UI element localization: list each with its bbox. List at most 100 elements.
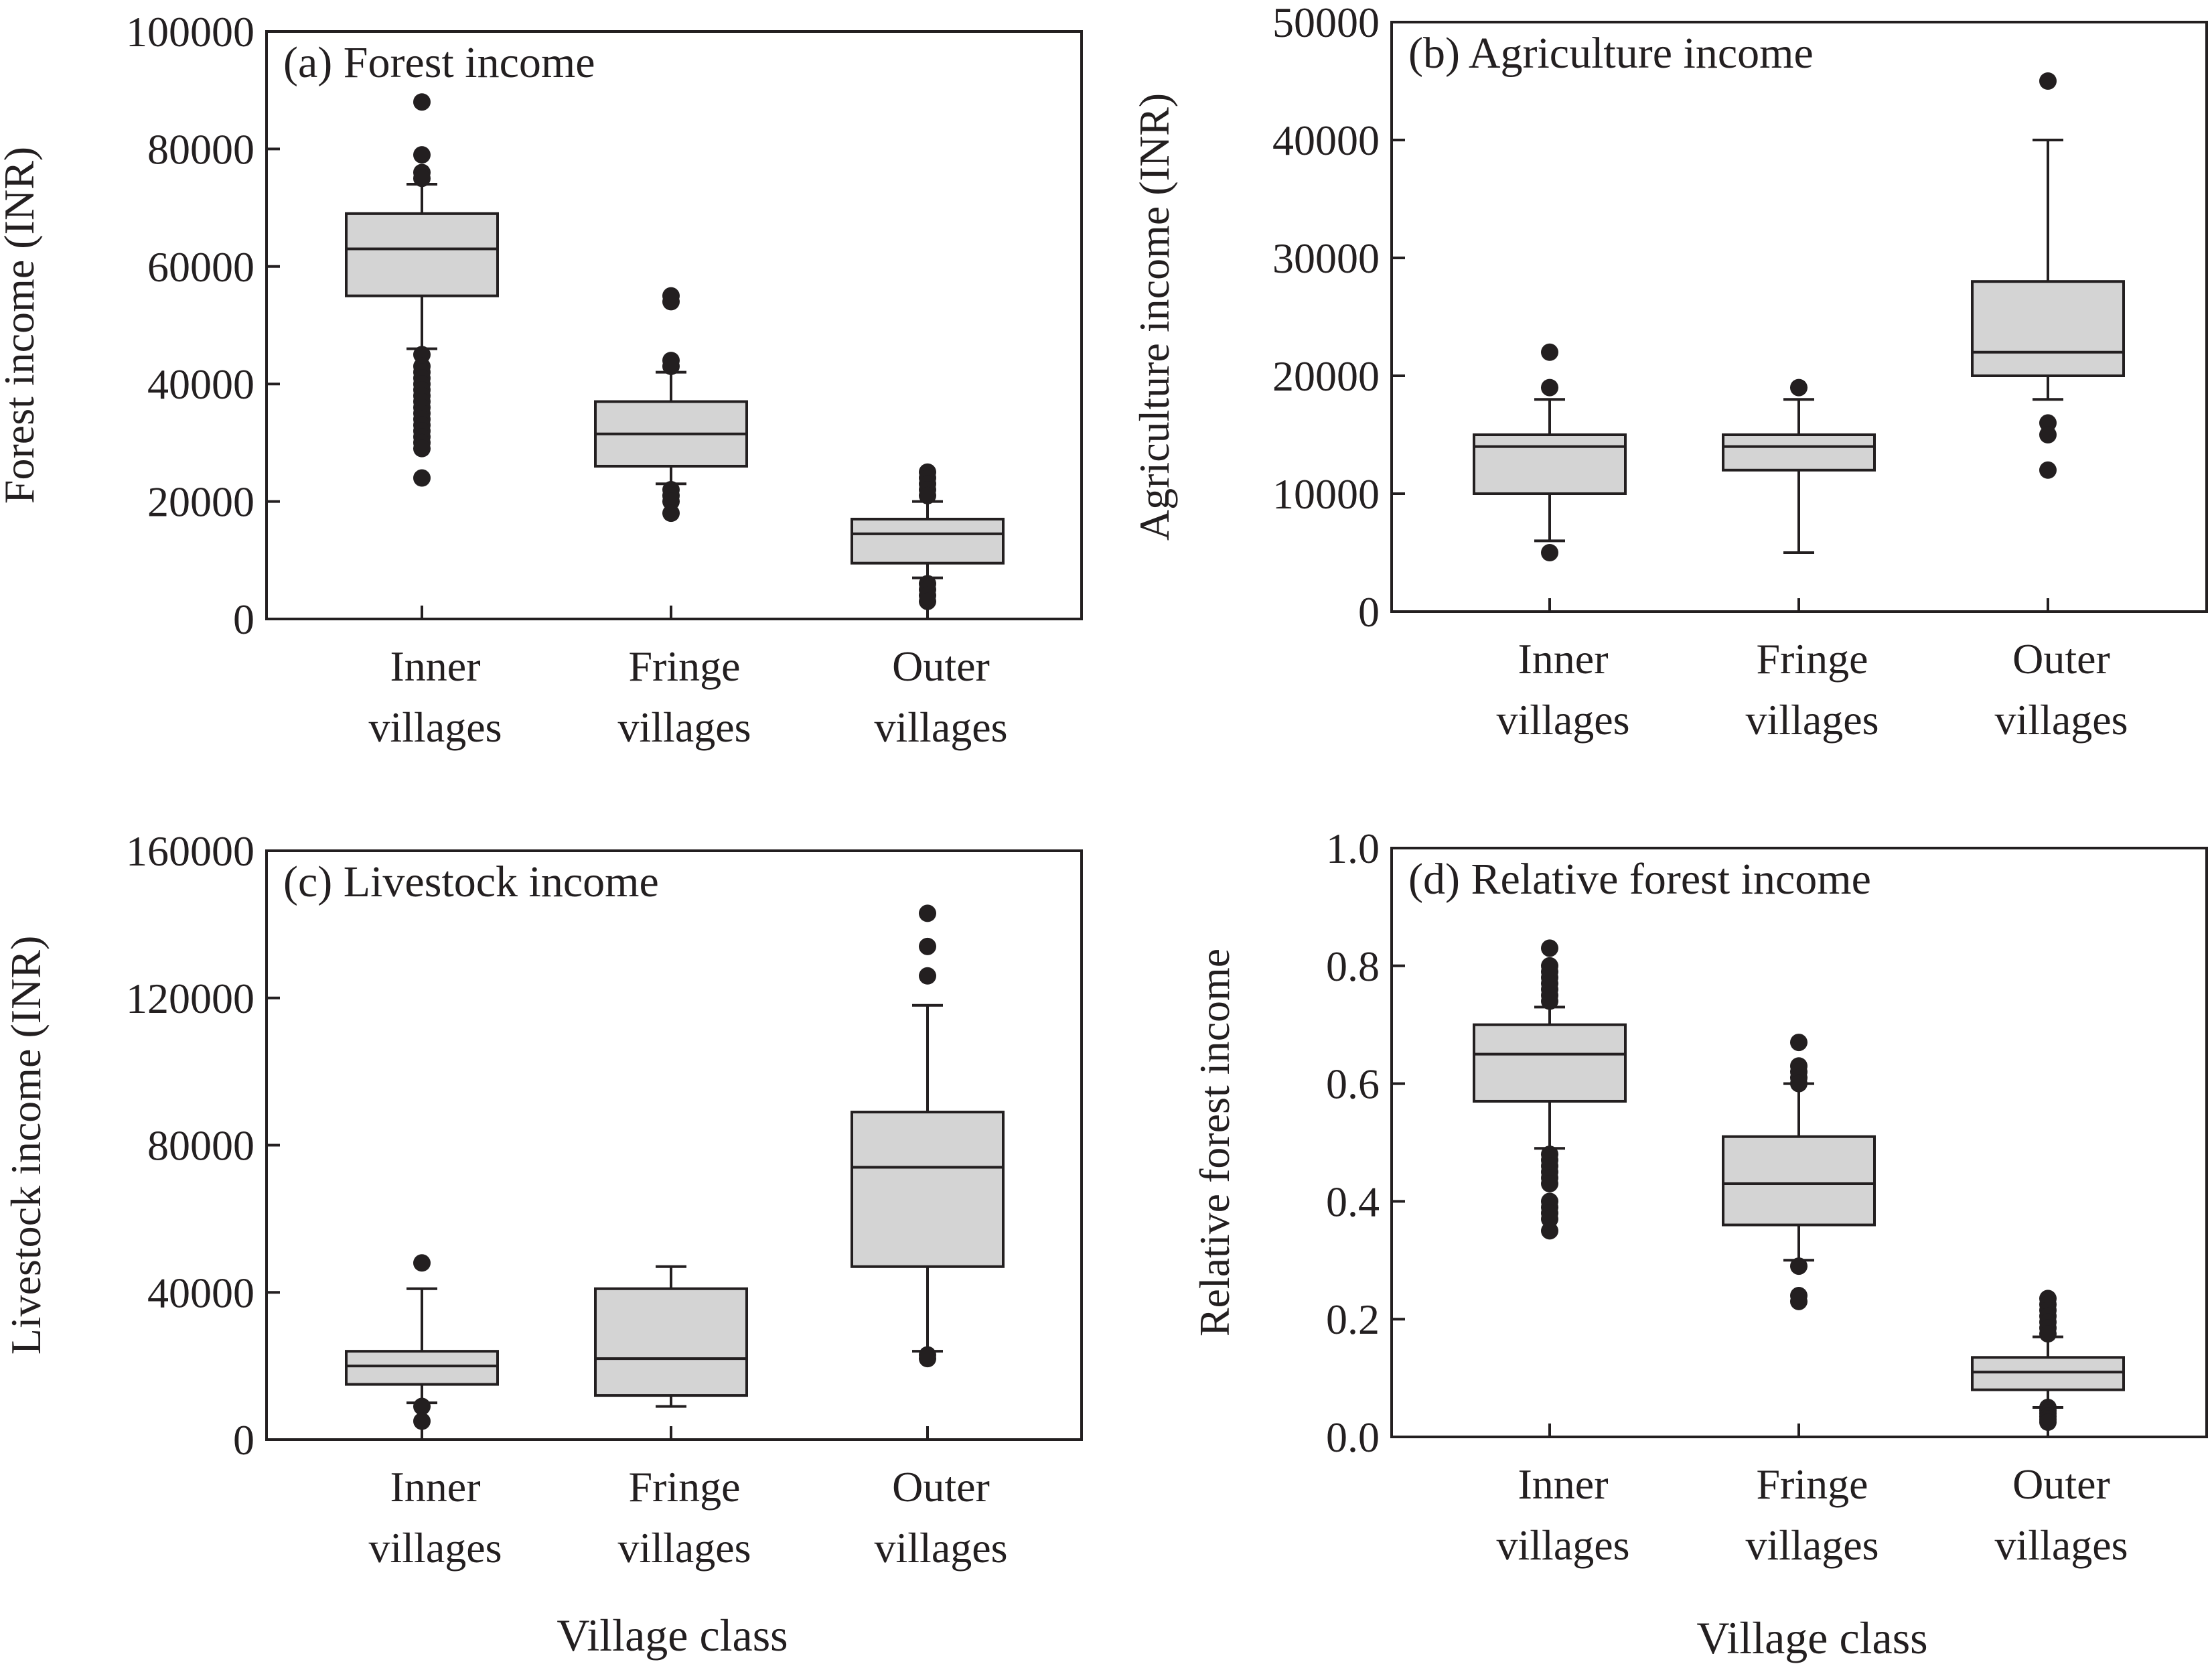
outlier-point	[1790, 378, 1808, 397]
box-1	[1722, 1034, 1876, 1310]
y-tick-label: 60000	[147, 243, 254, 291]
y-tick-label: 10000	[1272, 470, 1380, 518]
category-label-line2: villages	[1745, 696, 1878, 744]
category-label-line2: villages	[617, 1524, 751, 1572]
iqr-box	[851, 1111, 1005, 1268]
box-1	[594, 287, 748, 523]
box-0	[1473, 343, 1627, 561]
panel-a: 0 20000 40000 60000 80000 100000 Forest income…	[0, 8, 1083, 751]
outlier-point	[1541, 544, 1558, 561]
category-label-line1: Inner	[390, 1463, 480, 1511]
panel-title: (b) Agriculture income	[1408, 29, 1814, 78]
category-label-line2: villages	[1745, 1521, 1878, 1569]
box-0	[345, 93, 499, 487]
outlier-point	[2039, 1413, 2057, 1432]
outlier-point	[413, 93, 431, 111]
category-label-line1: Inner	[1518, 635, 1608, 683]
panel-c: 0 40000 80000 120000 160000 Livestock income …	[2, 827, 1083, 1661]
outlier-point	[2039, 72, 2057, 90]
outlier-point	[1790, 1292, 1808, 1310]
category-label-line1: Outer	[892, 1463, 990, 1511]
outlier-point	[919, 592, 936, 610]
y-tick-label: 0	[233, 596, 254, 643]
category-label-line2: villages	[368, 1524, 502, 1572]
outlier-point	[413, 169, 431, 188]
category-label-line2: villages	[368, 703, 502, 751]
category-label-line1: Inner	[1518, 1460, 1608, 1508]
y-tick-label: 100000	[126, 8, 254, 56]
y-tick-label: 160000	[126, 827, 254, 875]
y-tick-label: 40000	[147, 1269, 254, 1316]
iqr-box	[1473, 1023, 1627, 1103]
outlier-point	[919, 967, 936, 985]
category-label-line2: villages	[1496, 696, 1629, 744]
category-label-line2: villages	[1994, 696, 2128, 744]
outlier-point	[662, 293, 680, 311]
outlier-point	[413, 469, 431, 487]
category-label-line1: Outer	[2012, 635, 2110, 683]
outlier-point	[1790, 1257, 1808, 1275]
category-label-line1: Fringe	[1756, 1460, 1868, 1508]
panel-title: (a) Forest income	[283, 38, 595, 87]
outlier-point	[1541, 1222, 1558, 1240]
y-axis-label: Relative forest income	[1191, 949, 1238, 1336]
y-tick-label: 0.8	[1326, 943, 1380, 990]
y-tick-label: 0.4	[1326, 1178, 1380, 1225]
plot-frame	[265, 30, 1083, 620]
outlier-point	[919, 1350, 936, 1368]
y-tick-label: 20000	[1272, 352, 1380, 400]
outlier-point	[1541, 992, 1558, 1010]
iqr-box	[851, 517, 1005, 565]
category-label-line2: villages	[1496, 1521, 1629, 1569]
category-label-line1: Inner	[390, 642, 480, 690]
y-tick-label: 1.0	[1326, 825, 1380, 872]
outlier-point	[662, 357, 680, 375]
outlier-point	[1541, 343, 1558, 361]
y-tick-label: 0	[233, 1416, 254, 1464]
y-tick-label: 40000	[147, 360, 254, 408]
outlier-point	[919, 937, 936, 955]
panel-title: (d) Relative forest income	[1408, 855, 1871, 904]
y-tick-label: 80000	[147, 125, 254, 173]
y-axis-label: Livestock income (INR)	[2, 936, 50, 1355]
y-tick-label: 0	[1358, 588, 1380, 636]
iqr-box	[1971, 280, 2125, 378]
x-axis-label: Village class	[557, 1610, 788, 1661]
category-label-line1: Outer	[892, 642, 990, 690]
y-axis-label: Forest income (INR)	[0, 147, 43, 504]
outlier-point	[2039, 461, 2057, 479]
box-2	[851, 463, 1005, 610]
outlier-point	[1790, 1074, 1808, 1093]
outlier-point	[919, 904, 936, 922]
box-0	[345, 1254, 499, 1430]
iqr-box	[594, 1287, 748, 1397]
y-tick-label: 0.0	[1326, 1413, 1380, 1461]
box-1	[594, 1265, 748, 1408]
outlier-point	[1541, 378, 1558, 397]
category-label-line2: villages	[874, 703, 1007, 751]
iqr-box	[1722, 433, 1876, 472]
category-label-line2: villages	[1994, 1521, 2128, 1569]
x-axis-label: Village class	[1696, 1612, 1927, 1663]
panel-title: (c) Livestock income	[283, 857, 659, 906]
category-label-line2: villages	[874, 1524, 1007, 1572]
outlier-point	[413, 146, 431, 164]
box-1	[1722, 378, 1876, 554]
category-label-line1: Outer	[2012, 1460, 2110, 1508]
y-tick-label: 40000	[1272, 117, 1380, 164]
y-tick-label: 0.6	[1326, 1060, 1380, 1108]
outlier-point	[413, 1397, 431, 1415]
y-axis-label: Agriculture income (INR)	[1130, 93, 1178, 541]
box-2	[1971, 72, 2125, 479]
outlier-point	[2039, 1325, 2057, 1343]
y-tick-label: 80000	[147, 1122, 254, 1170]
iqr-box	[1473, 433, 1627, 495]
outlier-point	[413, 439, 431, 458]
outlier-point	[413, 1254, 431, 1272]
category-label-line1: Fringe	[1756, 635, 1868, 683]
outlier-point	[1541, 1175, 1558, 1193]
iqr-box	[1722, 1135, 1876, 1227]
y-tick-label: 20000	[147, 478, 254, 526]
panel-b: 0 10000 20000 30000 40000 50000 Agriculture in…	[1130, 0, 2208, 744]
